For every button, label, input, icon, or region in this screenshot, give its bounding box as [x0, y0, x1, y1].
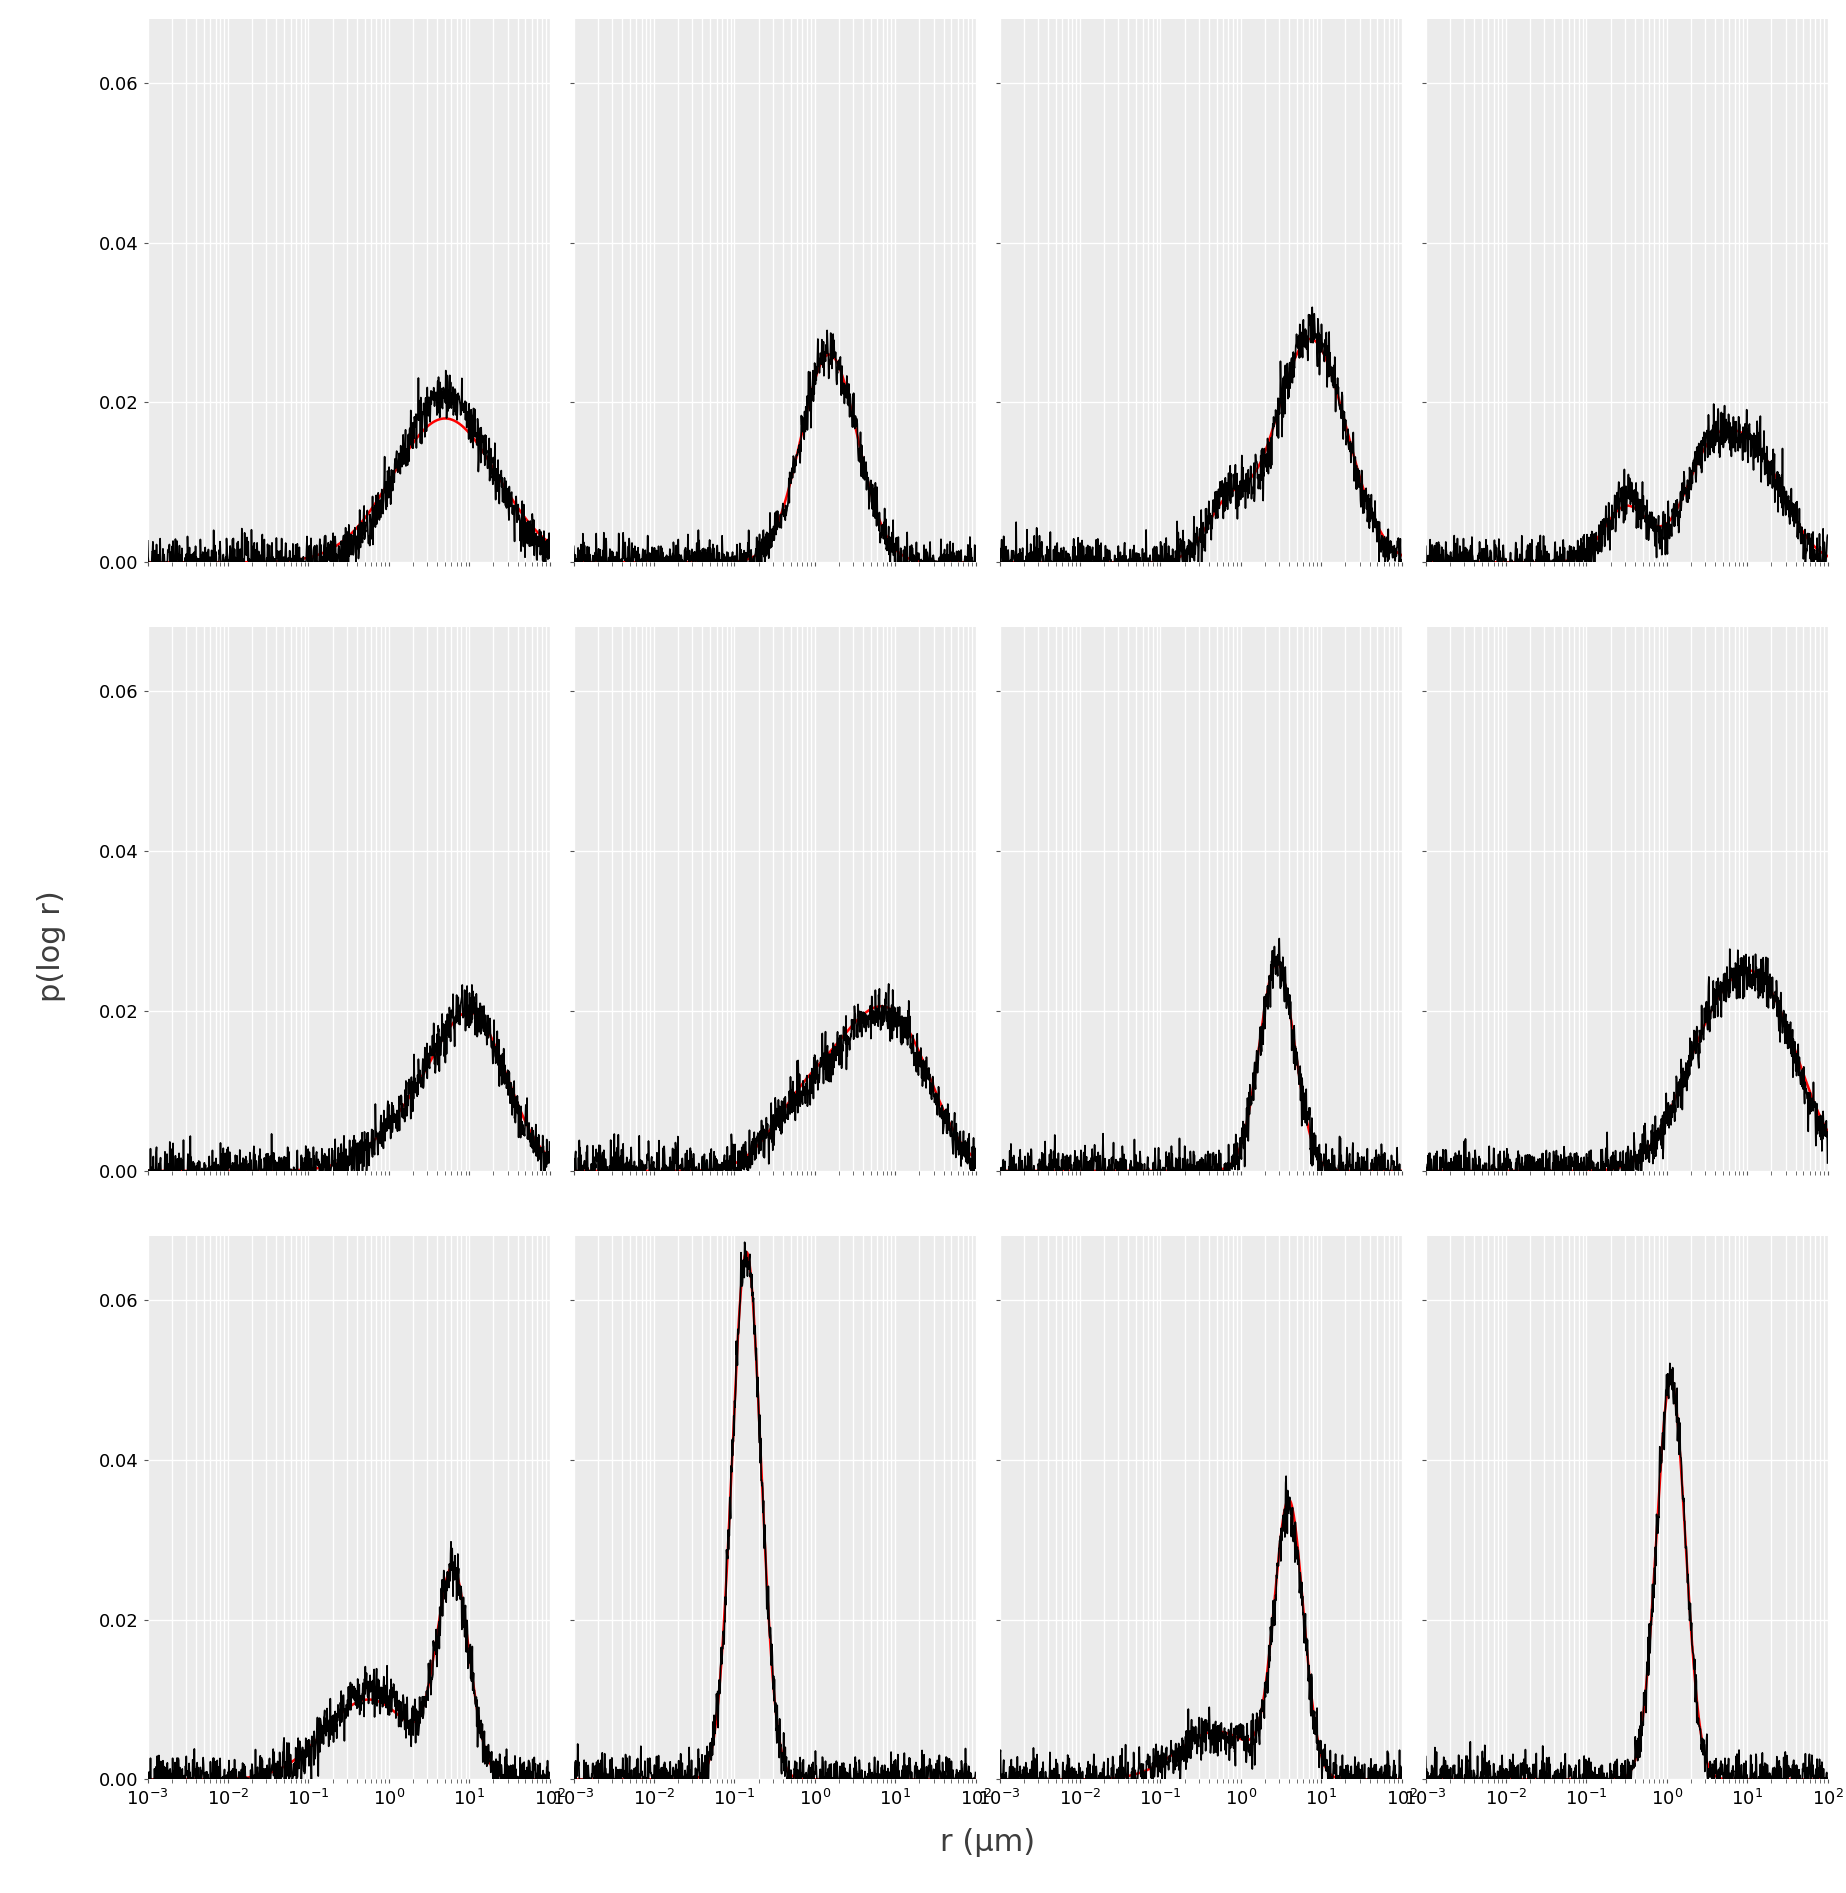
Text: p(log r): p(log r) — [37, 890, 66, 1003]
Text: r (μm): r (μm) — [940, 1829, 1036, 1857]
